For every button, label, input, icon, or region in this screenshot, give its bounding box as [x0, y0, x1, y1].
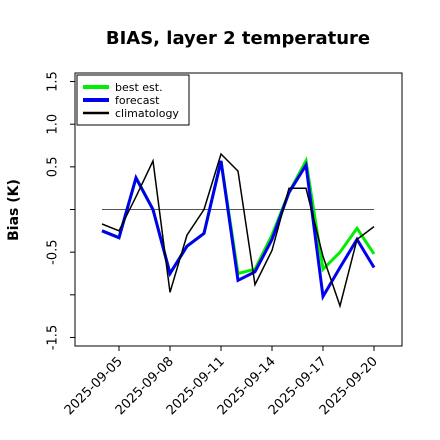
y-tick-label: 1.0 [46, 114, 61, 135]
y-tick-label: 1.5 [46, 71, 61, 92]
y-tick-label: -1.5 [46, 325, 61, 350]
series-line-forecast [101, 160, 376, 302]
legend-label: best est. [115, 81, 163, 94]
y-tick-label: 0.5 [46, 157, 61, 178]
y-axis-label: Bias (K) [6, 179, 22, 241]
y-tick-label: -0.5 [46, 239, 61, 264]
series-line-best-est- [101, 156, 376, 278]
legend-label: climatology [115, 107, 179, 120]
chart-title: BIAS, layer 2 temperature [106, 28, 370, 49]
series-line-climatology [101, 152, 375, 309]
legend-label: forecast [115, 94, 160, 107]
